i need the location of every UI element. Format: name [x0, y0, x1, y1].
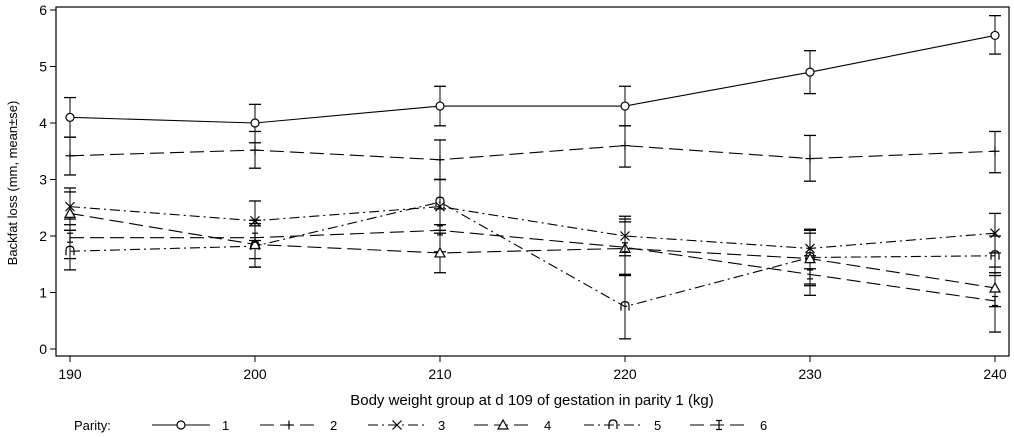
- legend-item-1: 1: [152, 418, 229, 433]
- y-tick-label: 4: [39, 115, 47, 131]
- y-tick-label: 1: [39, 285, 47, 301]
- series-line-4: [69, 212, 996, 289]
- data-point-series-4: [63, 207, 77, 218]
- data-point-series-2: [805, 154, 815, 164]
- data-point-series-3: [990, 228, 1000, 239]
- legend-label: 2: [330, 418, 337, 433]
- series-line-5: [69, 201, 996, 308]
- data-point-series-5: [65, 245, 75, 256]
- data-point-series-5: [990, 250, 1000, 260]
- data-point-series-2: [435, 155, 445, 165]
- legend-item-4: 4: [474, 418, 551, 433]
- data-point-series-1: [990, 30, 1000, 41]
- x-tick-label: 200: [243, 366, 267, 382]
- data-point-series-1: [65, 112, 75, 122]
- data-point-series-2: [65, 151, 75, 161]
- legend-item-3: 3: [368, 418, 445, 433]
- data-point-series-3: [250, 215, 260, 226]
- legend-marker: [716, 419, 722, 431]
- legend-item-6: 6: [690, 418, 767, 433]
- x-tick-label: 190: [58, 366, 82, 382]
- data-point-series-6: [992, 295, 998, 307]
- legend-label: 1: [222, 418, 229, 433]
- series-line-2: [69, 145, 996, 161]
- x-axis-label: Body weight group at d 109 of gestation …: [350, 392, 714, 409]
- x-tick-label: 240: [983, 366, 1007, 382]
- legend-label: 4: [544, 418, 551, 433]
- x-tick-label: 210: [428, 366, 452, 382]
- data-point-series-3: [620, 231, 630, 241]
- data-point-series-3: [435, 201, 445, 212]
- data-point-series-3: [65, 201, 75, 212]
- y-tick-label: 2: [39, 228, 47, 244]
- data-point-series-2: [250, 145, 260, 155]
- data-point-series-6: [67, 232, 73, 243]
- legend-marker: [176, 420, 186, 430]
- data-point-series-5: [620, 301, 630, 311]
- y-tick-label: 3: [39, 172, 47, 188]
- data-point-series-6: [807, 269, 813, 280]
- legend-marker: [284, 420, 294, 430]
- y-tick-label: 0: [39, 341, 47, 357]
- data-point-series-4: [433, 246, 447, 258]
- x-tick-label: 220: [613, 366, 637, 382]
- x-tick-label: 230: [798, 366, 822, 382]
- data-point-series-5: [435, 196, 445, 207]
- legend-label: 6: [760, 418, 767, 433]
- data-point-series-2: [990, 146, 1000, 156]
- data-point-series-4: [988, 281, 1002, 293]
- data-point-series-4: [248, 238, 262, 250]
- y-tick-label: 6: [39, 2, 47, 18]
- data-point-series-3: [805, 243, 815, 254]
- data-point-series-1: [435, 101, 445, 111]
- data-point-series-1: [805, 67, 815, 77]
- legend-item-2: 2: [260, 418, 337, 433]
- legend-marker: [608, 419, 618, 429]
- legend: Parity: 1 2 3 4 5 6: [74, 418, 767, 433]
- data-point-series-2: [620, 141, 630, 151]
- series-line-6: [70, 229, 996, 302]
- y-axis-label: Backfat loss (mm, mean±se): [5, 101, 20, 266]
- legend-marker: [496, 418, 510, 430]
- y-tick-label: 5: [39, 59, 47, 75]
- legend-marker: [392, 420, 402, 430]
- data-point-series-6: [252, 232, 258, 243]
- legend-item-5: 5: [584, 418, 661, 433]
- data-point-series-6: [622, 242, 628, 253]
- series-line-1: [69, 34, 996, 124]
- data-point-series-1: [250, 118, 260, 128]
- data-point-series-4: [803, 252, 817, 264]
- data-point-series-1: [620, 101, 630, 111]
- legend-label: 5: [654, 418, 661, 433]
- legend-label: 3: [438, 418, 445, 433]
- data-point-series-5: [805, 251, 815, 262]
- data-point-series-6: [437, 225, 443, 236]
- legend-title: Parity:: [74, 418, 111, 433]
- plot-frame: [55, 6, 1010, 357]
- series-line-3: [69, 206, 996, 249]
